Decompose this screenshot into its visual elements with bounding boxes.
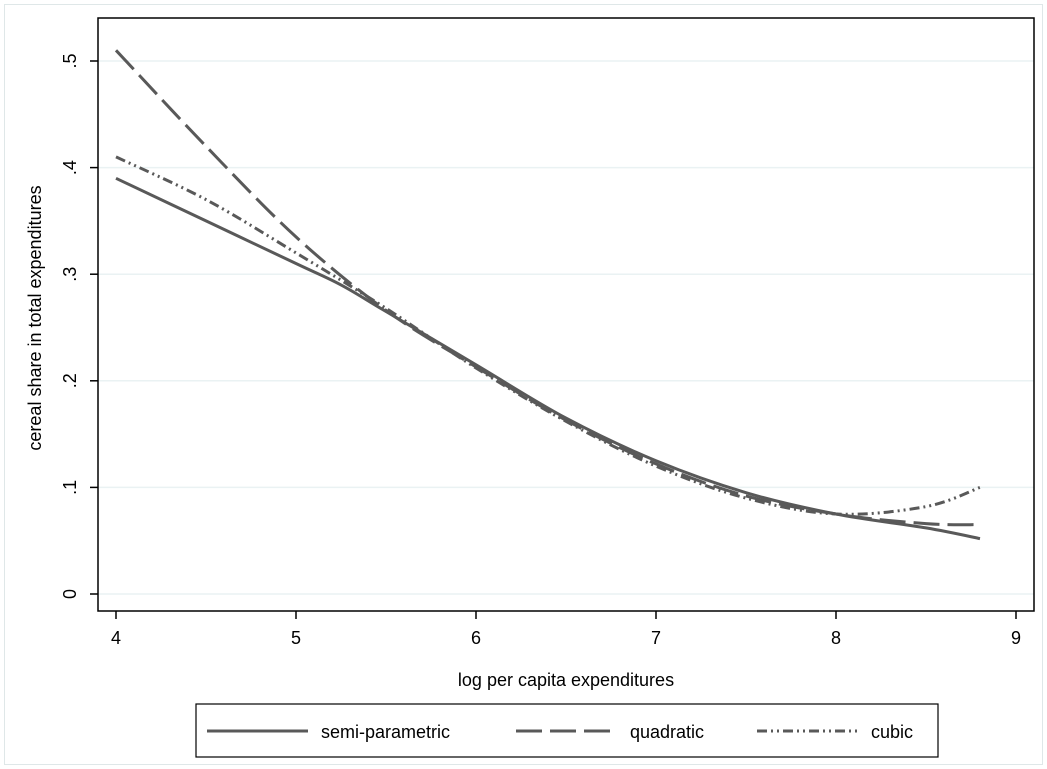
y-axis-title: cereal share in total expenditures — [25, 185, 45, 450]
x-tick-label: 8 — [831, 628, 841, 648]
series-line-cubic — [115, 155, 981, 516]
y-axis: 0 .1 .2 .3 .4 .5 — [60, 53, 98, 599]
y-tick-label: .5 — [60, 53, 80, 68]
y-tick-label: .3 — [60, 267, 80, 282]
legend-label-semi-parametric: semi-parametric — [321, 722, 450, 742]
chart-frame — [4, 4, 1043, 765]
grid-lines — [98, 60, 1034, 595]
legend: semi-parametric quadratic cubic — [195, 703, 939, 758]
x-tick-label: 5 — [291, 628, 301, 648]
legend-label-quadratic: quadratic — [630, 722, 704, 742]
x-tick-label: 4 — [111, 628, 121, 648]
x-axis-title: log per capita expenditures — [458, 670, 674, 690]
y-tick-label: .4 — [60, 160, 80, 175]
y-tick-label: .1 — [60, 480, 80, 495]
series-lines — [114, 49, 981, 541]
y-tick-label: 0 — [60, 589, 80, 599]
x-axis: 4 5 6 7 8 9 — [111, 611, 1021, 648]
x-tick-label: 6 — [471, 628, 481, 648]
legend-label-cubic: cubic — [871, 722, 913, 742]
plot-area-border — [97, 17, 1035, 612]
y-tick-label: .2 — [60, 373, 80, 388]
x-tick-label: 9 — [1011, 628, 1021, 648]
x-tick-label: 7 — [651, 628, 661, 648]
